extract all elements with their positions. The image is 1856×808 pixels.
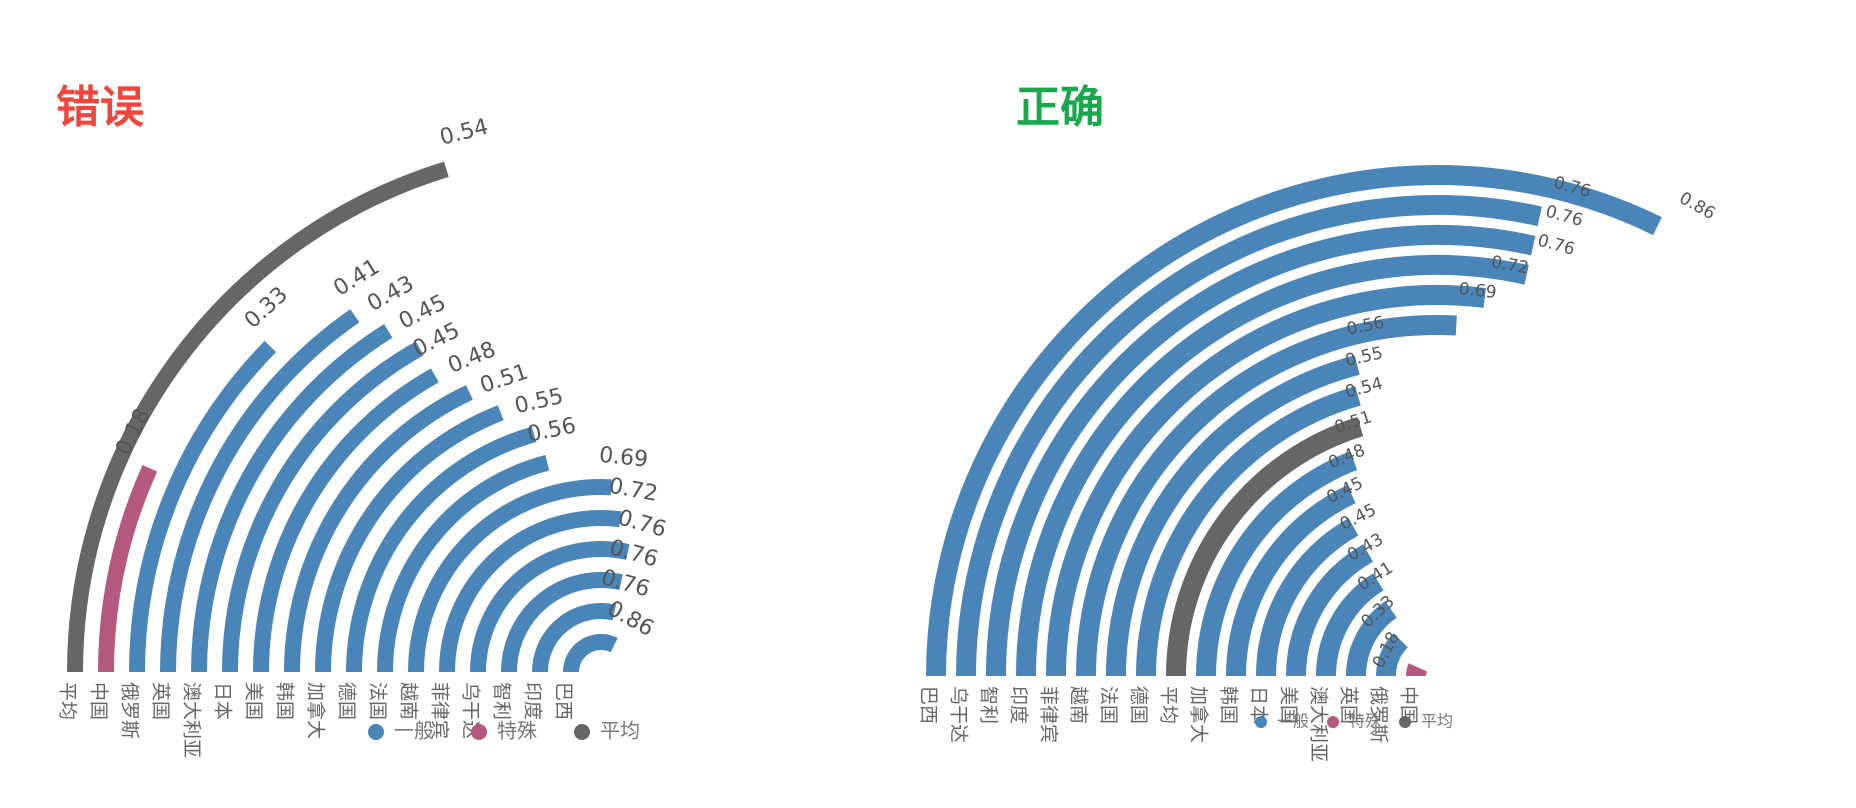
bar-中国 (1406, 663, 1428, 677)
category-label: 菲律宾 (429, 682, 451, 739)
category-label: 日本 (212, 682, 234, 720)
legend-swatch-general (368, 724, 384, 740)
bar-越南 (408, 479, 612, 673)
bar-菲律宾 (439, 510, 622, 673)
category-label: 越南 (398, 682, 420, 720)
bar-印度 (532, 603, 617, 673)
bar-法国 (1106, 355, 1360, 677)
bar-日本 (222, 341, 424, 673)
legend-label-average: 平均 (1421, 712, 1453, 731)
bar-平均 (1166, 416, 1364, 677)
right-title: 正确 (1016, 82, 1104, 133)
value-label: 0.18 (111, 405, 156, 460)
legend-swatch-average (574, 724, 590, 740)
value-label: 0.69 (598, 443, 649, 473)
legend-label-general: 一般 (394, 719, 434, 743)
category-label: 俄罗斯 (1368, 686, 1390, 743)
category-label: 澳大利亚 (181, 682, 203, 758)
value-label: 0.69 (1458, 279, 1498, 303)
value-label: 0.72 (607, 474, 660, 507)
category-label: 澳大利亚 (1308, 686, 1330, 762)
value-label: 0.76 (1535, 231, 1577, 260)
value-label: 0.86 (1676, 188, 1719, 224)
bar-美国 (253, 368, 439, 673)
category-label: 韩国 (274, 682, 296, 720)
bar-中国 (98, 465, 158, 673)
category-label: 智利 (491, 682, 513, 720)
bar-平均 (67, 161, 449, 673)
value-label: 0.76 (1543, 202, 1585, 231)
bar-德国 (1136, 386, 1361, 677)
category-label: 美国 (243, 682, 265, 720)
value-label: 0.54 (1343, 374, 1385, 403)
bar-美国 (1286, 544, 1374, 677)
category-label: 美国 (1278, 686, 1300, 724)
category-label: 日本 (1248, 686, 1270, 724)
legend-label-average: 平均 (600, 719, 640, 743)
category-label: 巴西 (553, 682, 575, 720)
value-label: 0.55 (512, 384, 565, 419)
bar-俄罗斯 (129, 340, 277, 673)
category-label: 法国 (1098, 686, 1120, 724)
bar-日本 (1256, 518, 1359, 677)
category-label: 乌干达 (948, 686, 970, 743)
category-label: 英国 (1338, 686, 1360, 724)
bar-巴西 (563, 634, 618, 673)
right-radial-bar-chart: 0.86巴西0.76乌干达0.76智利0.76印度0.72菲律宾0.69越南0.… (918, 165, 1719, 762)
legend-label-general: 一般 (1277, 712, 1309, 731)
bar-法国 (377, 455, 550, 673)
category-label: 加拿大 (1188, 686, 1211, 743)
legend-swatch-special (1327, 716, 1339, 728)
category-label: 平均 (1158, 686, 1180, 724)
category-label: 印度 (522, 682, 544, 720)
bar-德国 (346, 426, 537, 673)
value-label: 0.56 (525, 413, 578, 447)
wrong-radial-bar-chart: 0.54平均0.18中国0.33俄罗斯0.41英国0.43澳大利亚0.45日本0… (57, 114, 669, 758)
value-label: 0.76 (598, 565, 652, 602)
bar-巴西 (926, 165, 1662, 677)
bar-智利 (501, 572, 623, 673)
wrong-title: 错误 (56, 82, 144, 133)
bar-俄罗斯 (1376, 633, 1409, 677)
category-label: 德国 (1128, 686, 1150, 724)
legend-swatch-average (1399, 716, 1411, 728)
category-label: 巴西 (918, 686, 940, 724)
bar-加拿大 (1196, 451, 1358, 677)
value-label: 0.54 (437, 114, 491, 150)
category-label: 智利 (978, 686, 1000, 724)
category-label: 俄罗斯 (119, 682, 141, 739)
bar-韩国 (1226, 485, 1356, 677)
legend-swatch-special (471, 724, 487, 740)
category-label: 中国 (1398, 686, 1420, 724)
category-label: 加拿大 (305, 682, 328, 739)
bar-印度 (1016, 255, 1529, 677)
category-label: 法国 (367, 682, 389, 720)
bar-澳大利亚 (1316, 573, 1384, 677)
category-label: 英国 (150, 682, 172, 720)
category-label: 德国 (336, 682, 358, 720)
category-label: 平均 (57, 682, 79, 720)
legend-label-special: 特殊 (1349, 712, 1381, 731)
bar-乌干达 (956, 195, 1542, 677)
category-label: 中国 (88, 682, 110, 720)
bar-乌干达 (470, 541, 630, 673)
category-label: 菲律宾 (1038, 686, 1060, 743)
bar-英国 (160, 309, 360, 673)
value-label: 0.86 (603, 596, 658, 642)
value-label: 0.55 (1343, 343, 1384, 371)
legend-swatch-general (1255, 716, 1267, 728)
category-label: 印度 (1008, 686, 1030, 724)
bar-智利 (986, 225, 1536, 677)
bar-越南 (1076, 315, 1457, 677)
bar-韩国 (284, 385, 473, 673)
category-label: 越南 (1068, 686, 1090, 724)
bar-加拿大 (315, 405, 504, 673)
bar-英国 (1346, 601, 1397, 677)
category-label: 韩国 (1218, 686, 1240, 724)
legend-label-special: 特殊 (497, 719, 537, 743)
bar-菲律宾 (1046, 284, 1486, 677)
bar-澳大利亚 (191, 324, 393, 673)
